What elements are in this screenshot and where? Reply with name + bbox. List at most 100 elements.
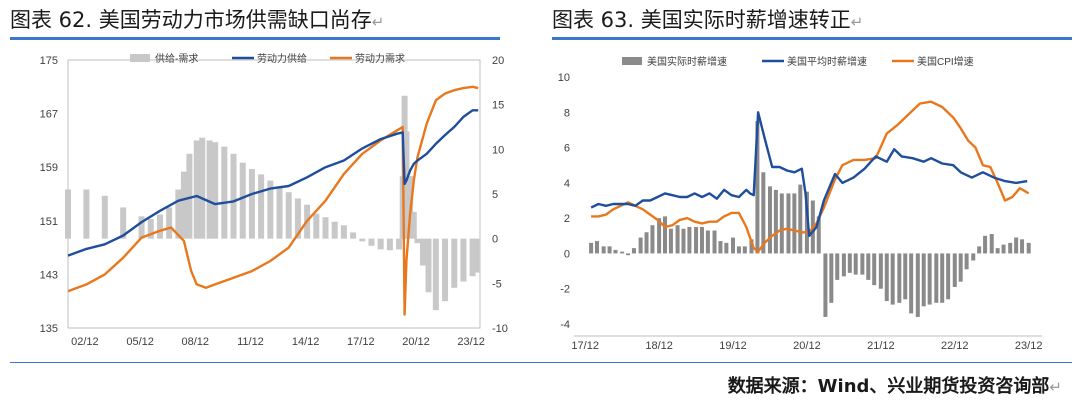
real-wage-bar [983,235,988,254]
legend: 美国实际时薪增速 美国平均时薪增速 美国CPI增速 [622,55,974,68]
y-right-tick-label: 10 [492,144,504,156]
gap-bar [442,238,449,302]
real-wage-chart: -4 -2 0 2 4 6 8 10 17/12 18/12 19/12 20/12 21/12 22/1… [558,55,1043,352]
real-wage-bar [724,242,729,254]
gap-bar [258,174,265,239]
y-tick-label: -4 [560,319,570,331]
x-tick-label: 23/12 [457,336,485,348]
gap-bar [212,142,219,239]
real-wage-bar [964,253,969,270]
y-tick-label: 10 [558,72,570,84]
gap-bar [156,214,163,239]
y-right-tick-label: -10 [492,323,508,335]
y-right-tick-label: 20 [492,55,504,67]
x-tick-label: 11/12 [237,336,264,348]
x-tick-label: 02/12 [71,336,99,348]
real-wage-bar [971,253,976,261]
legend-label: 美国实际时薪增速 [647,55,727,68]
gap-bar [101,195,108,239]
gap-bar [340,225,347,239]
return-mark: ↵ [850,13,864,31]
gap-bar [230,153,237,239]
y-left-tick-label: 135 [40,323,58,335]
real-wage-bar [958,253,963,282]
real-wage-bar [841,253,846,277]
x-tick-label: 18/12 [645,340,673,352]
legend-label: 劳动力供给 [257,52,307,65]
real-wage-bar [644,232,649,254]
y-tick-label: 8 [564,107,570,119]
real-wage-bar [767,186,772,254]
labor-supply-line [67,109,479,257]
right-figure-title: 图表 63. 美国实际时薪增速转正↵ [552,8,864,32]
gap-bar [285,192,292,239]
y-left-tick-label: 151 [40,216,58,228]
real-wage-bar [878,253,883,289]
real-wage-bar [705,230,710,254]
y-tick-label: 0 [564,248,570,260]
cpi-line [591,100,1030,253]
gap-bar [199,137,206,239]
real-wage-bar [977,246,982,254]
real-wage-bar [631,248,636,254]
return-mark: ↵ [371,13,385,31]
gap-bar [473,238,480,273]
real-wage-bar [786,193,791,254]
x-tick-label: 05/12 [126,336,154,348]
real-wage-bar [718,241,723,254]
real-wage-bar [620,251,625,254]
x-tick-label: 14/12 [292,336,320,348]
real-wage-bar [995,248,1000,254]
real-wage-bar [940,253,945,303]
real-wage-bar [736,246,741,254]
real-wage-bar [847,253,852,273]
real-wage-bar [829,253,834,303]
x-tick-label: 22/12 [941,340,969,352]
real-wage-bar [816,216,821,254]
gap-bar [206,140,213,239]
real-wage-bar [613,249,618,254]
real-wage-bar [742,246,747,254]
y-left-tick-label: 175 [40,55,58,67]
real-wage-bar [650,225,655,254]
gap-bar [396,238,403,250]
legend-swatch [130,54,150,62]
y-left-tick-label: 159 [40,162,58,174]
legend-label: 供给-需求 [155,52,198,65]
y-tick-label: -2 [560,284,570,296]
y-tick-label: 2 [564,213,570,225]
real-wage-bar [989,234,994,254]
real-wage-bar [749,239,754,254]
x-tick-label: 08/12 [182,336,210,348]
x-tick-label: 20/12 [793,340,821,352]
real-wage-bar [1020,239,1025,254]
gap-bar [267,180,274,239]
real-wage-bar [798,184,803,254]
y-left-tick-label: 143 [40,269,58,281]
gap-bar [425,238,432,293]
real-wage-bar [589,242,594,254]
y-right-tick-label: 15 [492,100,504,112]
y-tick-label: 4 [564,178,570,190]
real-wage-bar [903,253,908,300]
y-left-tick-label: 167 [40,109,58,121]
legend-label: 美国CPI增速 [917,55,974,68]
real-wage-bar [1001,244,1006,254]
legend-label: 美国平均时薪增速 [787,55,867,68]
real-wage-bar [668,228,673,254]
real-wage-bar [712,230,717,254]
gap-bar [419,238,426,266]
legend: 供给-需求 劳动力供给 劳动力需求 [130,52,405,65]
x-tick-label: 17/12 [571,340,599,352]
left-figure-title: 图表 62. 美国劳动力市场供需缺口尚存↵ [10,8,385,32]
gap-bar [469,238,476,277]
gap-bar [410,211,417,239]
real-wage-bar [657,218,662,254]
real-wage-bar [731,237,736,254]
real-wage-bar [946,253,951,300]
gap-bar [120,207,127,239]
labor-market-chart: 135 143 151 159 167 175 -10 -5 0 5 10 15 20 02/12 05/1… [40,52,508,348]
gap-bar [248,168,255,239]
real-wage-bar [779,193,784,254]
gap-bar [322,217,329,239]
